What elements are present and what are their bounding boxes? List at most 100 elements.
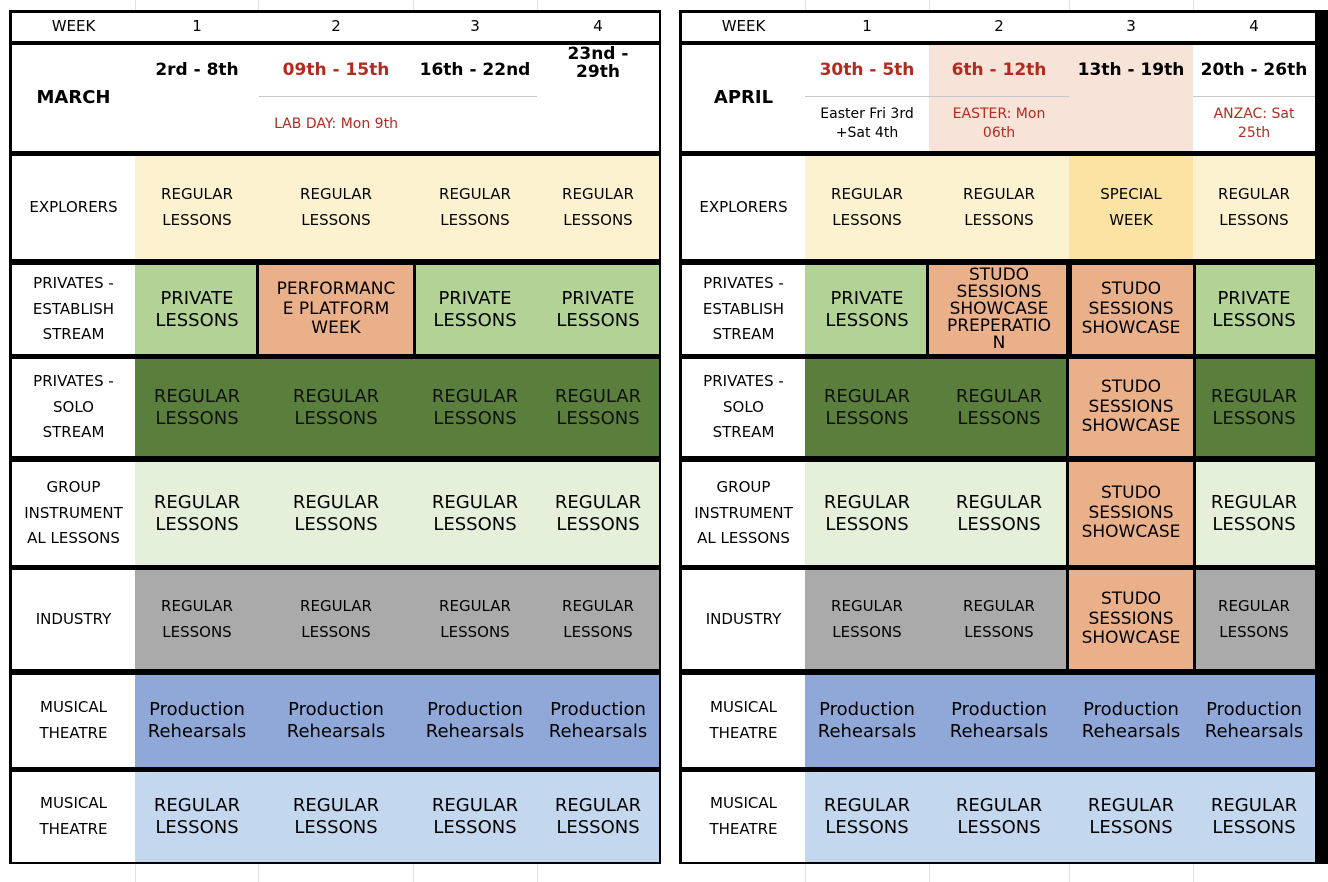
text-line: LESSONS bbox=[440, 210, 510, 229]
text-line: 30th - 5th bbox=[819, 59, 915, 80]
text-line: 1 bbox=[862, 17, 872, 36]
week-number-3: 3 bbox=[1069, 13, 1193, 41]
text-line: MUSICAL bbox=[40, 794, 107, 813]
text-line: REGULAR bbox=[439, 596, 511, 615]
schedule-cell-production-rehearsals: Production Rehearsals bbox=[805, 675, 929, 767]
schedule-cell-regular-lessons: REGULAR LESSONS bbox=[805, 570, 929, 669]
text-line: SHOWCASE bbox=[949, 299, 1049, 319]
text-line: PRIVATES - bbox=[33, 371, 114, 390]
text-line: Rehearsals bbox=[548, 721, 648, 742]
text-line: LESSONS bbox=[1212, 309, 1296, 331]
text-line: LESSONS bbox=[556, 817, 640, 838]
row-label-group: GROUP INSTRUMENT AL LESSONS bbox=[12, 462, 135, 565]
schedule-cell-regular-lessons: REGULAR LESSONS bbox=[537, 772, 659, 862]
text-line: LESSONS bbox=[433, 513, 517, 535]
text-line: PREPERATIO bbox=[946, 316, 1051, 336]
text-line: Production bbox=[427, 699, 523, 721]
text-line: LESSONS bbox=[1219, 210, 1289, 229]
schedule-cell-regular-lessons: REGULAR LESSONS bbox=[135, 156, 259, 259]
schedule-cell-regular-lessons: REGULAR LESSONS bbox=[413, 156, 537, 259]
schedule-cell-regular-lessons: REGULAR LESSONS bbox=[135, 462, 259, 565]
schedule-cell-private-lessons: PRIVATE LESSONS bbox=[413, 265, 537, 354]
text-line: Production bbox=[819, 699, 915, 721]
text-line: INDUSTRY bbox=[35, 609, 112, 628]
week-number-1: 1 bbox=[805, 13, 929, 41]
schedule-cell-regular-lessons: REGULAR LESSONS bbox=[1193, 359, 1315, 456]
text-line: REGULAR bbox=[292, 491, 380, 513]
text-line: Production bbox=[550, 699, 646, 721]
text-line: LESSONS bbox=[957, 513, 1041, 535]
march-schedule-table: WEEK 1 2 3 4 MARCH 2rd - 8th 09th - 15th LAB DAY… bbox=[9, 10, 661, 864]
text-line: REGULAR bbox=[292, 385, 380, 407]
text-line: 4 bbox=[593, 17, 603, 36]
text-line: LESSONS bbox=[155, 407, 239, 429]
row-label-privates-establish: PRIVATES - ESTABLISH STREAM bbox=[682, 265, 805, 354]
text-line: LESSONS bbox=[433, 309, 517, 331]
schedule-cell-private-lessons: PRIVATE LESSONS bbox=[537, 265, 659, 354]
date-range-cell-4: 20th - 26th ANZAC: Sat 25th bbox=[1193, 45, 1315, 151]
schedule-cell-production-rehearsals: Production Rehearsals bbox=[537, 675, 659, 767]
text-line: SHOWCASE bbox=[1081, 522, 1181, 543]
text-line: LESSONS bbox=[294, 513, 378, 535]
schedule-cell-private-lessons: PRIVATE LESSONS bbox=[135, 265, 259, 354]
text-line: 09th - 15th bbox=[282, 59, 390, 80]
week-number-4: 4 bbox=[537, 13, 659, 41]
schedule-cell-private-lessons: PRIVATE LESSONS bbox=[805, 265, 929, 354]
text-line: LESSONS bbox=[964, 210, 1034, 229]
schedule-cell-studo-showcase: STUDO SESSIONS SHOWCASE bbox=[1069, 462, 1193, 565]
text-line: REGULAR bbox=[153, 385, 241, 407]
text-line: MARCH bbox=[36, 86, 111, 108]
date-range-cell-1: 2rd - 8th bbox=[135, 45, 259, 151]
text-line: Rehearsals bbox=[1081, 721, 1181, 742]
schedule-cell-production-rehearsals: Production Rehearsals bbox=[929, 675, 1069, 767]
date-note: ANZAC: Sat 25th bbox=[1213, 106, 1295, 141]
text-line: THEATRE bbox=[709, 820, 778, 838]
schedule-cell-production-rehearsals: Production Rehearsals bbox=[1069, 675, 1193, 767]
text-line: SOLO bbox=[53, 397, 94, 416]
text-line: REGULAR bbox=[431, 795, 519, 817]
text-line: Rehearsals bbox=[817, 721, 917, 742]
text-line: PRIVATE bbox=[561, 287, 635, 309]
row-label-explorers: EXPLORERS bbox=[12, 156, 135, 259]
text-line: INSTRUMENT bbox=[694, 503, 793, 522]
text-line: LESSONS bbox=[1219, 622, 1289, 641]
schedule-cell-regular-lessons: REGULAR LESSONS bbox=[259, 359, 413, 456]
text-line: 2 bbox=[994, 17, 1004, 36]
text-line: LESSONS bbox=[832, 210, 902, 229]
text-line: Production bbox=[149, 699, 245, 721]
date-note: LAB DAY: Mon 9th bbox=[274, 115, 398, 132]
text-line: STREAM bbox=[42, 325, 105, 344]
text-line: WEEK bbox=[1109, 210, 1153, 229]
row-label-industry: INDUSTRY bbox=[682, 570, 805, 669]
schedule-cell-regular-lessons: REGULAR LESSONS bbox=[259, 772, 413, 862]
text-line: REGULAR bbox=[831, 596, 903, 615]
date-note bbox=[1123, 97, 1139, 151]
text-line: AL LESSONS bbox=[27, 529, 120, 548]
text-line: REGULAR bbox=[955, 385, 1043, 407]
text-line: REGULAR bbox=[161, 596, 233, 615]
schedule-cell-regular-lessons: REGULAR LESSONS bbox=[805, 359, 929, 456]
text-line: REGULAR bbox=[562, 596, 634, 615]
text-line: REGULAR bbox=[300, 184, 372, 203]
text-line: PRIVATE bbox=[438, 287, 512, 309]
row-label-group: GROUP INSTRUMENT AL LESSONS bbox=[682, 462, 805, 565]
text-line: LESSONS bbox=[556, 407, 640, 429]
schedule-cell-regular-lessons: REGULAR LESSONS bbox=[259, 462, 413, 565]
text-line: Rehearsals bbox=[425, 721, 525, 742]
text-line: LESSONS bbox=[832, 622, 902, 641]
text-line: Rehearsals bbox=[949, 721, 1049, 742]
schedule-cell-production-rehearsals: Production Rehearsals bbox=[1193, 675, 1315, 767]
text-line: LESSONS bbox=[556, 309, 640, 331]
text-line: PRIVATES - bbox=[703, 371, 784, 390]
date-range: 16th - 22nd bbox=[413, 45, 537, 97]
date-range: 20th - 26th bbox=[1193, 45, 1315, 97]
text-line: LESSONS bbox=[162, 622, 232, 641]
text-line: LESSONS bbox=[964, 622, 1034, 641]
date-note bbox=[590, 97, 606, 151]
text-line: REGULAR bbox=[292, 795, 380, 817]
text-line: LESSONS bbox=[433, 407, 517, 429]
text-line: SHOWCASE bbox=[1081, 416, 1181, 437]
text-line: PRIVATE bbox=[830, 287, 904, 309]
text-line: REGULAR bbox=[153, 795, 241, 817]
text-line: REGULAR bbox=[562, 184, 634, 203]
